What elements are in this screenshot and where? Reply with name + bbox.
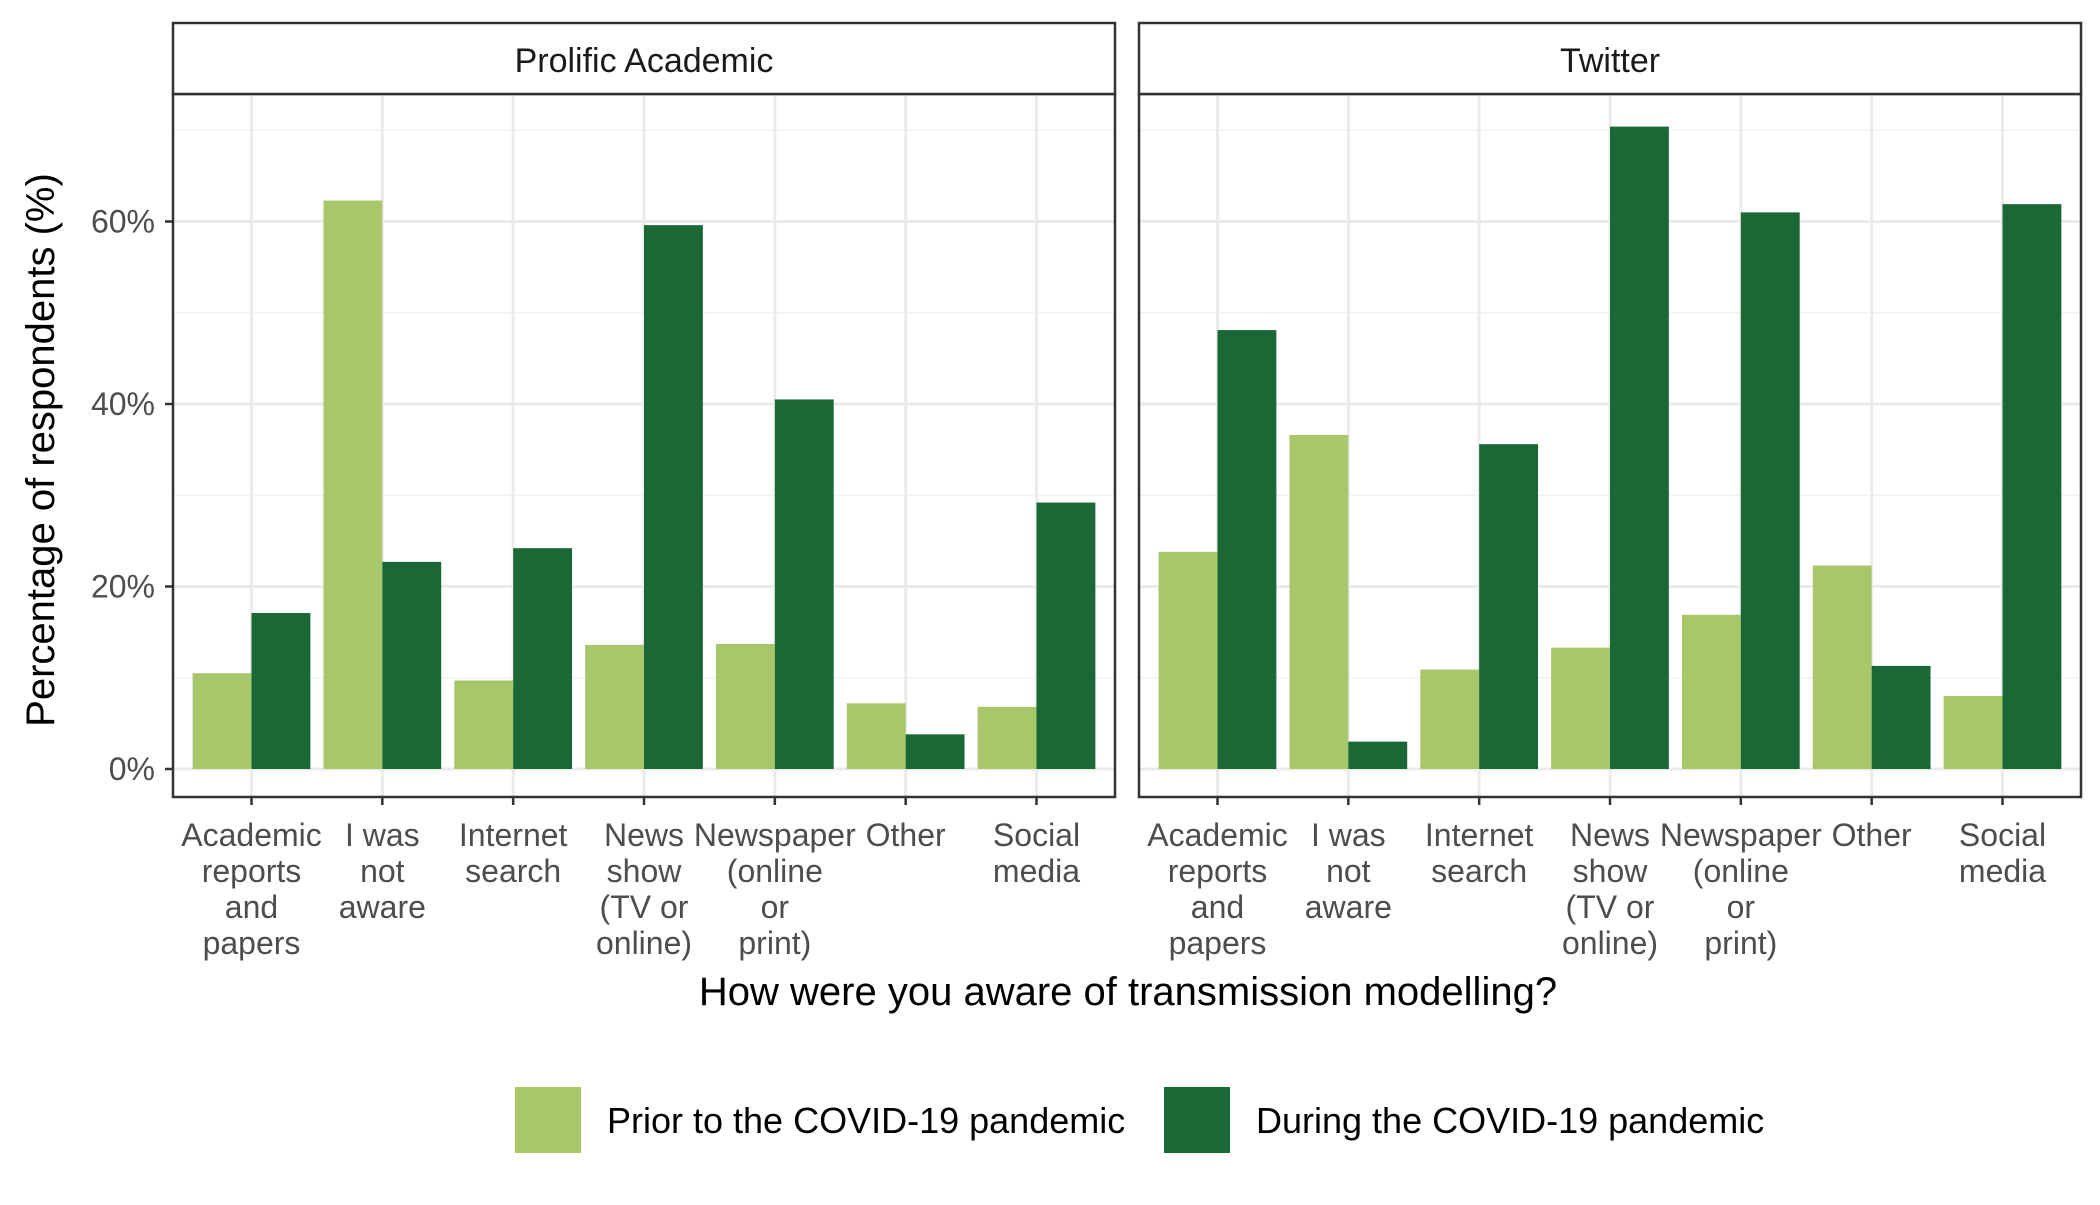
panel-2-x-tick-label: Social xyxy=(1959,817,2046,853)
panel-2-x-tick-label: News xyxy=(1570,817,1650,853)
panel-1-x-tick-label: print) xyxy=(738,925,811,961)
panel-1-bar-during-1 xyxy=(251,612,311,769)
panel-2-x-tick-label: Academic xyxy=(1147,817,1288,853)
panel-2-bar-prior-5 xyxy=(1681,614,1741,769)
panel-2-x-tick-label: online) xyxy=(1562,925,1658,961)
panel-1-x-tick-label: Other xyxy=(866,817,946,853)
panel-1-bar-prior-3 xyxy=(454,680,514,769)
panel-1-bar-during-5 xyxy=(774,399,834,769)
panel-1-strip xyxy=(171,21,1117,96)
panel-2-bar-prior-7 xyxy=(1943,696,2003,769)
panel-2-bar-prior-3 xyxy=(1420,669,1480,769)
panel-2-x-tick-label: aware xyxy=(1305,889,1392,925)
panel-2-x-tick-label: Other xyxy=(1832,817,1912,853)
panel-1-bar-during-2 xyxy=(382,561,442,769)
panel-1-x-tick-label: media xyxy=(993,853,1080,889)
panel-2-bar-during-1 xyxy=(1217,330,1277,769)
panel-1-bar-prior-5 xyxy=(715,643,775,769)
legend-swatch-1 xyxy=(515,1087,581,1153)
panel-2-x-tick-label: show xyxy=(1573,853,1649,889)
panel-1-x-tick-label: or xyxy=(761,889,790,925)
panel-1-bar-during-3 xyxy=(513,548,573,769)
panel-2-strip-title: Twitter xyxy=(1560,42,1660,80)
panel-2-x-tick-label: print) xyxy=(1704,925,1777,961)
y-tick-label: 40% xyxy=(91,386,155,422)
panel-2-x-tick-label: not xyxy=(1326,853,1371,889)
panel-2-x-tick-label: (online xyxy=(1693,853,1789,889)
legend-swatch-2 xyxy=(1164,1087,1230,1153)
panel-1-x-tick-label: Social xyxy=(993,817,1080,853)
panel-2-bar-during-3 xyxy=(1479,444,1539,769)
panel-1-x-tick-label: Academic xyxy=(181,817,322,853)
panel-1-x-tick-label: not xyxy=(360,853,405,889)
panel-1-bar-during-7 xyxy=(1036,502,1096,769)
y-axis-title: Percentage of respondents (%) xyxy=(19,173,63,727)
y-tick-label: 60% xyxy=(91,204,155,240)
panel-1-bar-during-4 xyxy=(644,225,703,769)
panel-2-x-tick-label: (TV or xyxy=(1566,889,1655,925)
panel-1-bar-during-6 xyxy=(905,734,965,769)
panel-2-bar-during-5 xyxy=(1740,212,1800,769)
panel-2-bar-during-2 xyxy=(1348,741,1408,769)
panel-1-x-tick-label: online) xyxy=(596,925,692,961)
panel-1-x-tick-label: Newspaper xyxy=(694,817,856,853)
panel-2-bar-prior-4 xyxy=(1551,647,1610,769)
panel-2-bar-prior-6 xyxy=(1812,565,1872,769)
panel-1-x-tick-label: search xyxy=(465,853,561,889)
panel-1-x-tick-label: aware xyxy=(339,889,426,925)
panel-2-bar-during-6 xyxy=(1871,665,1931,769)
panel-1-bar-prior-1 xyxy=(192,673,252,769)
panel-1-x-tick-label: Internet xyxy=(459,817,568,853)
panel-2-x-tick-label: reports xyxy=(1168,853,1268,889)
panel-2-bar-prior-1 xyxy=(1158,551,1218,769)
panel-1-bar-prior-7 xyxy=(977,706,1037,769)
panel-2-x-tick-label: search xyxy=(1431,853,1527,889)
panel-2-x-tick-label: papers xyxy=(1169,925,1267,961)
panel-1-bar-prior-2 xyxy=(323,200,383,769)
panel-2-x-tick-label: I was xyxy=(1311,817,1386,853)
panel-1-x-tick-label: and xyxy=(225,889,278,925)
panel-1-x-tick-label: reports xyxy=(202,853,302,889)
panel-2-x-tick-label: or xyxy=(1727,889,1756,925)
panel-1-x-tick-label: I was xyxy=(345,817,420,853)
panel-2-x-tick-label: Newspaper xyxy=(1660,817,1822,853)
x-axis-title: How were you aware of transmission model… xyxy=(699,970,1557,1014)
panel-2-bar-during-4 xyxy=(1610,126,1669,770)
panel-1-x-tick-label: (TV or xyxy=(600,889,689,925)
y-tick-label: 0% xyxy=(109,751,155,787)
panel-2-x-tick-label: media xyxy=(1959,853,2046,889)
panel-1-strip-title: Prolific Academic xyxy=(515,42,774,80)
panel-1-bar-prior-4 xyxy=(585,644,644,769)
legend-label-1: Prior to the COVID-19 pandemic xyxy=(607,1100,1125,1141)
legend-label-2: During the COVID-19 pandemic xyxy=(1256,1100,1764,1141)
panel-1-x-tick-label: show xyxy=(607,853,683,889)
panel-2-x-tick-label: Internet xyxy=(1425,817,1534,853)
panel-2-x-tick-label: and xyxy=(1191,889,1244,925)
panel-2-strip xyxy=(1137,21,2083,96)
panel-2-bar-during-7 xyxy=(2002,204,2062,770)
panel-1-x-tick-label: (online xyxy=(727,853,823,889)
y-tick-label: 20% xyxy=(91,569,155,605)
panel-1-x-tick-label: News xyxy=(604,817,684,853)
panel-1-bar-prior-6 xyxy=(846,703,906,769)
panel-2-bar-prior-2 xyxy=(1289,435,1349,769)
panel-1-x-tick-label: papers xyxy=(203,925,301,961)
